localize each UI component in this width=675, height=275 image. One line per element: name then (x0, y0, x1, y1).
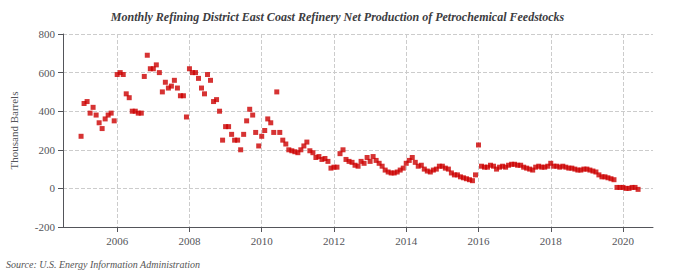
svg-text:2018: 2018 (540, 235, 563, 247)
svg-text:Source: U.S. Energy Informatio: Source: U.S. Energy Information Administ… (6, 259, 200, 270)
svg-text:-200: -200 (35, 221, 56, 233)
svg-text:2012: 2012 (323, 235, 345, 247)
svg-text:200: 200 (39, 144, 56, 156)
svg-text:2020: 2020 (612, 235, 635, 247)
svg-text:Monthly Refining District East: Monthly Refining District East Coast Ref… (110, 10, 565, 24)
svg-text:0: 0 (50, 182, 56, 194)
svg-text:2008: 2008 (178, 235, 201, 247)
svg-text:800: 800 (39, 28, 56, 40)
svg-text:Thousand Barrels: Thousand Barrels (8, 92, 20, 170)
svg-text:2016: 2016 (467, 235, 490, 247)
svg-text:2006: 2006 (106, 235, 129, 247)
svg-text:2010: 2010 (251, 235, 274, 247)
svg-text:600: 600 (39, 67, 56, 79)
svg-text:400: 400 (39, 105, 56, 117)
svg-text:2014: 2014 (395, 235, 418, 247)
